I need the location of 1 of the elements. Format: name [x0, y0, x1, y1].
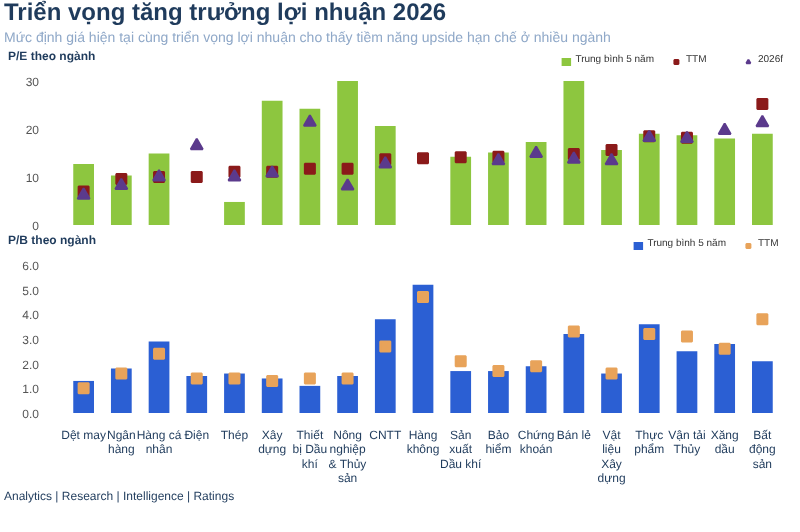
chart-title: Triển vọng tăng trưởng lợi nhuận 2026 [4, 0, 447, 26]
